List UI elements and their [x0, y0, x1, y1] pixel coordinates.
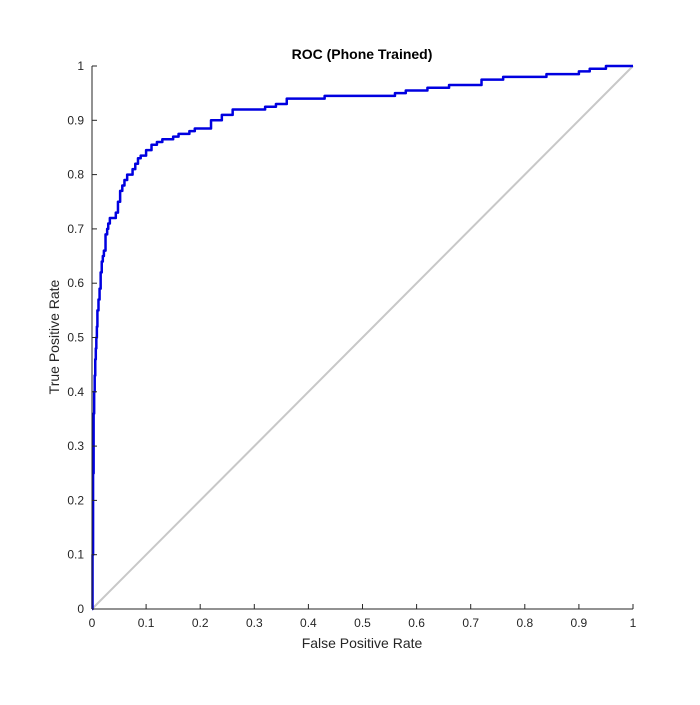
x-tick-label: 0.5: [354, 616, 371, 630]
x-tick-label: 0.3: [246, 616, 263, 630]
y-tick-label: 0.6: [67, 276, 84, 290]
x-tick-label: 0.9: [571, 616, 588, 630]
x-tick-label: 1: [630, 616, 637, 630]
plot-area: [91, 64, 634, 611]
x-axis-label: False Positive Rate: [302, 635, 423, 651]
y-tick-label: 1: [77, 59, 84, 73]
x-tick-label: 0.2: [192, 616, 209, 630]
x-tick-label: 0.1: [138, 616, 155, 630]
chart-title: ROC (Phone Trained): [292, 46, 433, 62]
x-tick-label: 0.7: [462, 616, 479, 630]
y-tick-label: 0: [77, 602, 84, 616]
x-tick-label: 0.8: [516, 616, 533, 630]
y-tick-label: 0.7: [67, 222, 84, 236]
y-tick-label: 0.5: [67, 331, 84, 345]
chance-diagonal-line: [91, 65, 634, 610]
y-axis-label: True Positive Rate: [46, 279, 62, 394]
roc-curve-line: [91, 64, 633, 611]
y-tick-label: 0.1: [67, 548, 84, 562]
x-tick-label: 0.4: [300, 616, 317, 630]
y-tick-label: 0.4: [67, 385, 84, 399]
x-tick-label: 0: [89, 616, 96, 630]
y-tick-label: 0.3: [67, 439, 84, 453]
y-tick-label: 0.8: [67, 168, 84, 182]
axes: 0 0.1 0.2 0.3 0.4 0.5 0.6 0.7 0.8 0.9 1 0 0.1 0.2 0.3 0…: [67, 59, 636, 630]
y-tick-label: 0.2: [67, 493, 84, 507]
x-tick-label: 0.6: [408, 616, 425, 630]
y-tick-label: 0.9: [67, 113, 84, 127]
